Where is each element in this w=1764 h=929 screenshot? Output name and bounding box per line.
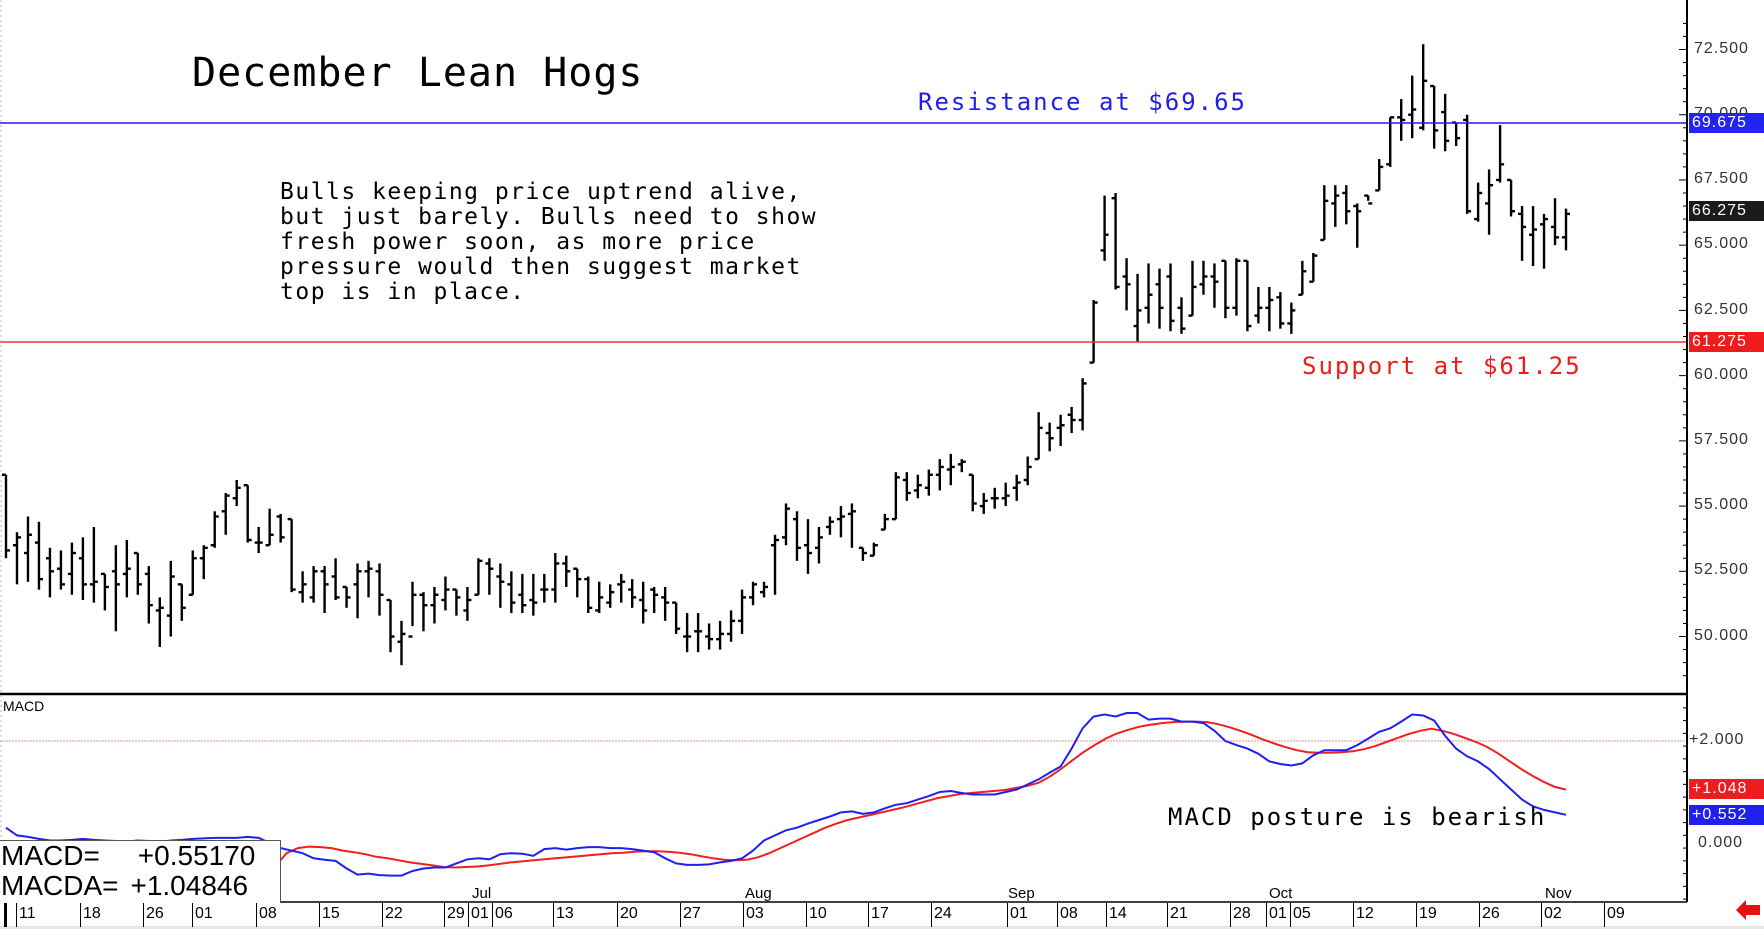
month-label: Jul [472,885,492,902]
macd-y-tick-label: +2.000 [1689,731,1745,748]
month-label: Sep [1008,885,1035,902]
x-tick-label: 02 [1541,903,1562,927]
x-tick-label: 15 [319,903,340,927]
macd-comment: MACD posture is bearish [1168,803,1547,831]
y-tick-label: 55.000 [1694,496,1749,513]
scroll-handle[interactable] [4,903,9,927]
macd-readout-row: MACD= +0.55170 [0,841,280,871]
macd-value-tag: +0.552 [1689,805,1764,825]
y-tick-label: 60.000 [1694,366,1749,383]
x-tick-label: 27 [680,903,701,927]
month-label: Oct [1269,885,1293,902]
macd-readout-label: MACD= [1,840,100,871]
x-tick-label: 06 [492,903,513,927]
y-tick-label: 62.500 [1694,301,1749,318]
x-tick-label: 18 [80,903,101,927]
x-tick-label: 12 [1353,903,1374,927]
last-price-tag: 66.275 [1689,201,1764,221]
x-tick-label: 29 [444,903,465,927]
x-tick-label: 01 [1266,903,1287,927]
y-tick-label: 67.500 [1694,170,1749,187]
y-tick-label: 57.500 [1694,431,1749,448]
x-tick-label: 08 [256,903,277,927]
resistance-label: Resistance at $69.65 [918,88,1247,116]
x-tick-label: 01 [468,903,489,927]
resistance-price-tag: 69.675 [1689,113,1764,133]
macd-readout-value: +0.55170 [137,840,256,871]
x-tick-label: 28 [1230,903,1251,927]
x-tick-label: 11 [16,903,36,927]
x-tick-label: 03 [743,903,764,927]
x-tick-label: 01 [192,903,213,927]
y-tick-label: 50.000 [1694,627,1749,644]
macd-y-tick-label: 0.000 [1698,834,1744,851]
x-tick-label: 09 [1604,903,1625,927]
macda-readout-row: MACDA= +1.04846 [0,871,280,901]
x-tick-label: 20 [617,903,638,927]
y-tick-label: 65.000 [1694,235,1749,252]
x-tick-label: 05 [1290,903,1311,927]
axis-ticks [1679,22,1687,900]
x-tick-label: 08 [1057,903,1078,927]
macda-readout-value: +1.04846 [130,870,249,901]
x-tick-label: 14 [1106,903,1127,927]
support-price-tag: 61.275 [1689,332,1764,352]
month-label: Nov [1545,885,1572,902]
x-tick-label: 22 [382,903,403,927]
support-label: Support at $61.25 [1302,352,1582,380]
y-tick-label: 72.500 [1694,40,1749,57]
chart-title: December Lean Hogs [192,50,644,96]
x-tick-label: 26 [143,903,164,927]
scroll-left-arrow-icon[interactable] [1736,900,1760,920]
y-tick-label: 52.500 [1694,561,1749,578]
x-tick-label: 24 [931,903,952,927]
x-tick-label: 17 [868,903,889,927]
month-label: Aug [745,885,772,902]
macd-panel-title: MACD [3,698,45,714]
macd-readout: MACD= +0.55170 MACDA= +1.04846 [0,840,281,903]
commentary-text: Bulls keeping price uptrend alive, but j… [280,179,818,305]
macda-readout-label: MACDA= [1,870,119,901]
price-bars [2,44,1570,666]
macda-value-tag: +1.048 [1689,779,1764,799]
x-tick-label: 19 [1416,903,1437,927]
x-tick-label: 01 [1007,903,1028,927]
bottom-strip [0,926,1764,929]
x-tick-label: 10 [806,903,827,927]
x-tick-label: 26 [1479,903,1500,927]
x-tick-label: 21 [1167,903,1188,927]
x-tick-label: 13 [553,903,574,927]
